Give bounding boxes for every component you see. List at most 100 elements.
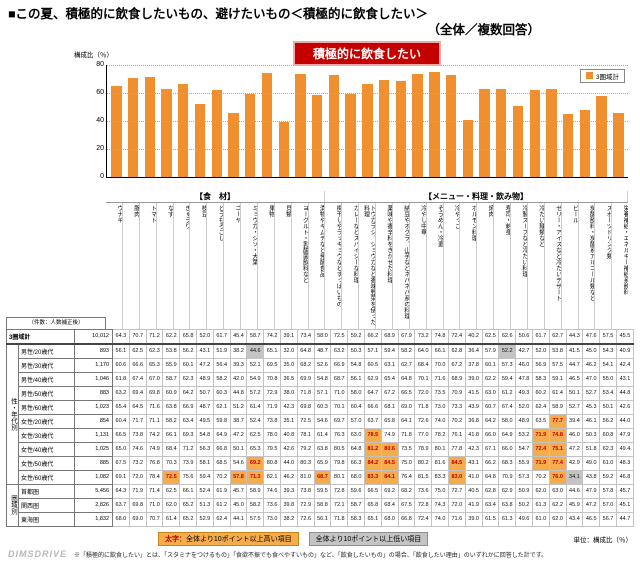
value-cell: 44.7 <box>615 511 635 527</box>
value-cell: 69.8 <box>296 399 315 415</box>
value-cell: 43.8 <box>582 469 601 485</box>
value-cell: 54.1 <box>599 357 617 373</box>
value-cell: 81.2 <box>363 441 382 457</box>
value-cell: 62.3 <box>179 371 197 387</box>
value-cell: 38.7 <box>229 413 248 429</box>
chart-banner: 積極的に飲食したい <box>292 40 442 66</box>
value-cell: 47.2 <box>582 497 601 513</box>
value-cell: 67.4 <box>498 399 517 415</box>
category-label: トマト <box>138 202 156 329</box>
value-cell: 42.0 <box>229 371 248 387</box>
bar <box>228 112 239 177</box>
category-label: スポーツドリンク類 <box>594 202 611 329</box>
value-cell: 74.8 <box>548 427 567 443</box>
value-cell: 74.2 <box>145 427 164 443</box>
value-cell: 58.2 <box>246 497 265 513</box>
value-cell: 60.7 <box>481 399 500 415</box>
value-cell: 47.2 <box>229 427 248 443</box>
value-cell: 66.5 <box>112 427 130 443</box>
value-cell: 63.4 <box>179 413 197 429</box>
bar-slot <box>560 114 577 177</box>
value-cell: 66.8 <box>212 441 231 457</box>
value-cell: 78.4 <box>145 469 164 485</box>
value-cell: 59.4 <box>498 371 517 387</box>
value-cell: 47.2 <box>565 441 584 457</box>
value-cell: 62.5 <box>128 343 147 359</box>
bars <box>107 65 628 177</box>
bar <box>362 83 373 177</box>
value-cell: 71.6 <box>447 511 466 527</box>
value-cell: 80.1 <box>431 441 449 457</box>
value-cell: 42.3 <box>279 399 298 415</box>
unit-label: 単位：構成比（％） <box>573 536 633 544</box>
value-cell: 61.7 <box>531 328 550 345</box>
value-cell: 45.0 <box>229 497 248 513</box>
row-label: 関西圏 <box>18 497 75 513</box>
value-cell: 72.6 <box>414 413 433 429</box>
value-cell: 75.0 <box>397 455 416 471</box>
value-cell: 62.7 <box>548 328 567 345</box>
results-table: 3圏域計 10,012 64.3 70.7 71.2 62.2 65.8 52.0 61.7 45… <box>6 328 635 527</box>
value-cell: 81.5 <box>414 469 433 485</box>
value-cell: 41.8 <box>464 427 483 443</box>
value-cell: 71.8 <box>296 385 315 401</box>
row-label: 男性/50歳代 <box>18 385 75 401</box>
value-cell: 42.6 <box>279 441 298 457</box>
value-cell: 51.3 <box>195 497 214 513</box>
value-cell: 45.3 <box>582 399 601 415</box>
value-cell: 63.7 <box>112 497 130 513</box>
value-cell: 65.8 <box>179 328 197 345</box>
y-tick-label: 80 <box>96 60 104 68</box>
value-cell: 59.2 <box>347 328 365 345</box>
bar <box>613 112 624 177</box>
value-cell: 62.5 <box>162 483 181 499</box>
value-cell: 57.1 <box>313 385 332 401</box>
value-cell: 46.2 <box>279 469 298 485</box>
value-cell: 58.9 <box>246 483 265 499</box>
value-cell: 52.0 <box>515 399 533 415</box>
value-cell: 63.7 <box>363 413 382 429</box>
category-label: 冷やっこ <box>442 202 459 329</box>
bar-slot <box>593 96 610 177</box>
bar <box>211 90 222 177</box>
value-cell: 52.4 <box>246 413 265 429</box>
value-cell: 36.4 <box>464 343 483 359</box>
value-cell: 72.0 <box>128 469 147 485</box>
value-cell: 65.4 <box>112 399 130 415</box>
value-cell: 66.0 <box>498 441 517 457</box>
row-count: 2,826 <box>74 497 113 513</box>
value-cell: 78.2 <box>431 427 449 443</box>
value-cell: 72.0 <box>414 385 433 401</box>
value-cell: 39.0 <box>464 511 483 527</box>
bar-slot <box>292 73 309 177</box>
row-label: 女性/20歳代 <box>18 413 75 429</box>
value-cell: 65.1 <box>263 343 281 359</box>
value-cell: 68.9 <box>447 371 466 387</box>
value-cell: 76.1 <box>447 427 466 443</box>
value-cell: 62.8 <box>447 343 466 359</box>
value-cell: 63.5 <box>531 413 550 429</box>
value-cell: 84.2 <box>363 455 382 471</box>
value-cell: 70.9 <box>498 469 517 485</box>
value-cell: 66.8 <box>397 511 416 527</box>
bar <box>429 71 440 177</box>
value-cell: 69.4 <box>128 385 147 401</box>
bar-slot <box>543 88 560 177</box>
value-cell: 39.1 <box>279 328 298 345</box>
value-cell: 66.0 <box>481 427 500 443</box>
value-cell: 64.7 <box>363 385 382 401</box>
value-cell: 46.0 <box>565 427 584 443</box>
legend-swatch <box>585 72 593 79</box>
value-cell: 58.3 <box>347 511 365 527</box>
category-label: 梅干しやラッキョウなどすっぱいもの <box>324 202 341 329</box>
value-cell: 57.0 <box>599 497 617 513</box>
value-cell: 66.2 <box>481 455 500 471</box>
value-cell: 72.4 <box>531 441 550 457</box>
value-cell: 52.7 <box>582 385 601 401</box>
value-cell: 44.6 <box>565 483 584 499</box>
value-cell: 77.7 <box>548 413 567 429</box>
value-cell: 58.7 <box>162 371 181 387</box>
value-cell: 65.0 <box>112 441 130 457</box>
value-cell: 75.0 <box>431 483 449 499</box>
category-label: トウガラシ、ショウガなど香味野菜を使った料理 <box>358 202 375 329</box>
